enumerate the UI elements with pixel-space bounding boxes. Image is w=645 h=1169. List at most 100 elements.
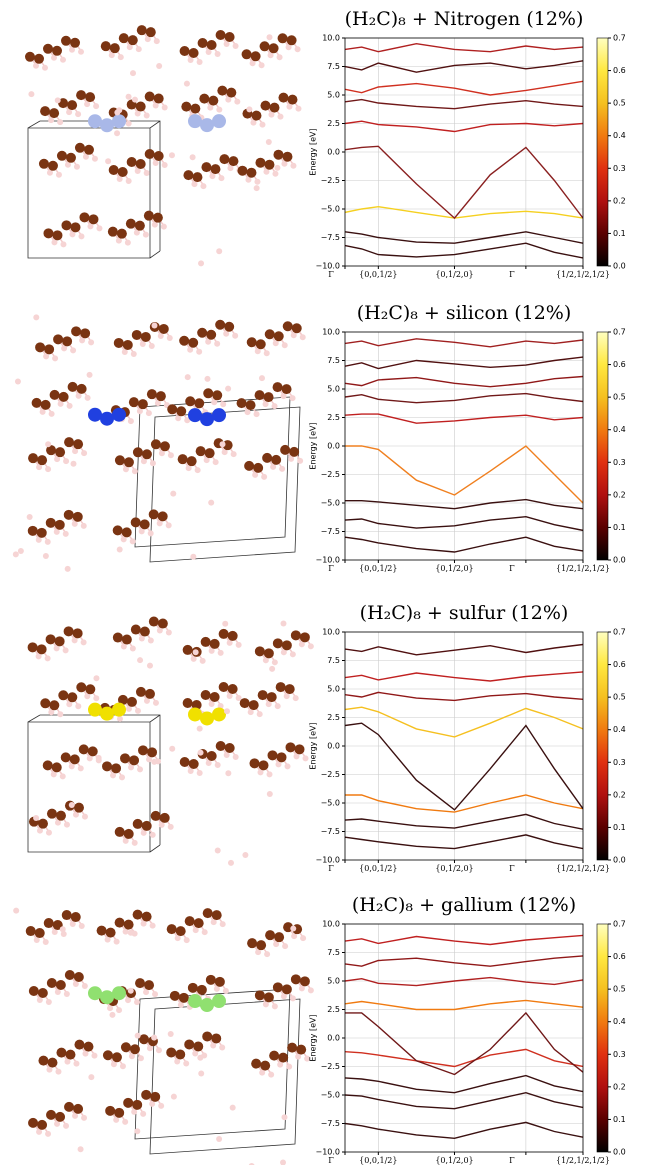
y-tick-label: −10.0 [315, 1148, 340, 1157]
carbon-atom [128, 397, 139, 408]
carbon-atom [38, 1055, 49, 1066]
hydrogen-atom [149, 922, 156, 929]
carbon-atom [51, 762, 62, 773]
dopant-atom [100, 118, 114, 133]
carbon-atom [166, 924, 177, 935]
hydrogen-atom [216, 1135, 223, 1142]
carbon-atom [54, 636, 65, 647]
carbon-atom [126, 696, 137, 707]
carbon-atom [146, 389, 157, 400]
carbon-atom [148, 509, 159, 520]
hydrogen-atom [196, 725, 203, 732]
band-line [345, 205, 583, 219]
carbon-atom [152, 212, 163, 223]
hydrogen-atom [120, 643, 127, 650]
carbon-atom [217, 85, 228, 96]
hydrogen-atom [281, 1114, 288, 1121]
hydrogen-atom [78, 48, 85, 55]
carbon-atom [255, 157, 266, 168]
carbon-atom [218, 681, 229, 692]
hydrogen-atom [218, 175, 225, 182]
hydrogen-atom [137, 1055, 144, 1062]
carbon-atom [182, 697, 193, 708]
hydrogen-atom [51, 239, 58, 246]
hydrogen-atom [264, 951, 271, 958]
carbon-atom [199, 93, 210, 104]
hydrogen-atom [69, 46, 76, 53]
hydrogen-atom [134, 999, 141, 1006]
hydrogen-atom [266, 771, 273, 778]
hydrogen-atom [259, 1069, 266, 1076]
hydrogen-atom [285, 44, 292, 51]
hydrogen-atom [134, 110, 141, 117]
carbon-atom [141, 449, 152, 460]
carbon-atom [281, 640, 292, 651]
carbon-atom [179, 335, 190, 346]
hydrogen-atom [227, 859, 234, 866]
hydrogen-atom [157, 332, 164, 339]
hydrogen-atom [212, 459, 219, 466]
carbon-atom [118, 33, 129, 44]
hydrogen-atom [119, 774, 126, 781]
carbon-atom [206, 751, 217, 762]
hydrogen-atom [119, 1063, 126, 1070]
hydrogen-atom [177, 1001, 184, 1008]
carbon-atom [184, 916, 195, 927]
colorbar-tick-label: 0.6 [613, 66, 626, 75]
hydrogen-atom [131, 468, 138, 475]
hydrogen-atom [104, 936, 111, 943]
hydrogen-atom [183, 1060, 190, 1067]
hydrogen-atom [273, 941, 280, 948]
carbon-atom [159, 441, 170, 452]
hydrogen-atom [258, 375, 265, 382]
carbon-atom [273, 149, 284, 160]
carbon-atom [109, 43, 120, 54]
carbon-atom [121, 527, 132, 538]
hydrogen-atom [134, 1032, 141, 1039]
hydrogen-atom [147, 637, 154, 644]
hydrogen-atom [127, 418, 134, 425]
hydrogen-atom [28, 91, 35, 98]
carbon-atom [158, 323, 169, 334]
hydrogen-atom [143, 989, 150, 996]
carbon-atom [272, 382, 283, 393]
hydrogen-atom [271, 403, 278, 410]
colorbar-tick-label: 0.0 [613, 856, 626, 865]
hydrogen-atom [51, 929, 58, 936]
dopant-atom [212, 707, 226, 722]
carbon-atom [70, 912, 81, 923]
hydrogen-atom [146, 1045, 153, 1052]
carbon-atom [257, 690, 268, 701]
hydrogen-atom [262, 401, 269, 408]
carbon-atom [255, 339, 266, 350]
colorbar-tick-label: 0.0 [613, 1148, 626, 1157]
hydrogen-atom [130, 70, 137, 77]
hydrogen-atom [152, 160, 159, 167]
carbon-atom [265, 930, 276, 941]
hydrogen-atom [130, 350, 137, 357]
hydrogen-atom [152, 102, 159, 109]
hydrogen-atom [79, 337, 86, 344]
hydrogen-atom [208, 499, 215, 506]
carbon-atom [195, 446, 206, 457]
hydrogen-atom [295, 1053, 302, 1060]
hydrogen-atom [113, 1116, 120, 1123]
y-tick-label: 7.5 [327, 62, 340, 71]
hydrogen-atom [60, 931, 67, 938]
hydrogen-atom [205, 760, 212, 767]
hydrogen-atom [225, 385, 232, 392]
hydrogen-atom [216, 106, 223, 113]
dopant-atom [100, 411, 114, 426]
carbon-atom [211, 910, 222, 921]
hydrogen-atom [223, 330, 230, 337]
carbon-atom [47, 1057, 58, 1068]
colorbar-tick-label: 0.3 [613, 458, 626, 467]
hydrogen-atom [167, 823, 174, 830]
carbon-atom [272, 638, 283, 649]
dopant-atom [200, 118, 214, 133]
carbon-atom [105, 927, 116, 938]
carbon-atom [46, 978, 57, 989]
hydrogen-atom [249, 60, 256, 67]
carbon-atom [167, 404, 178, 415]
hydrogen-atom [131, 1108, 138, 1115]
